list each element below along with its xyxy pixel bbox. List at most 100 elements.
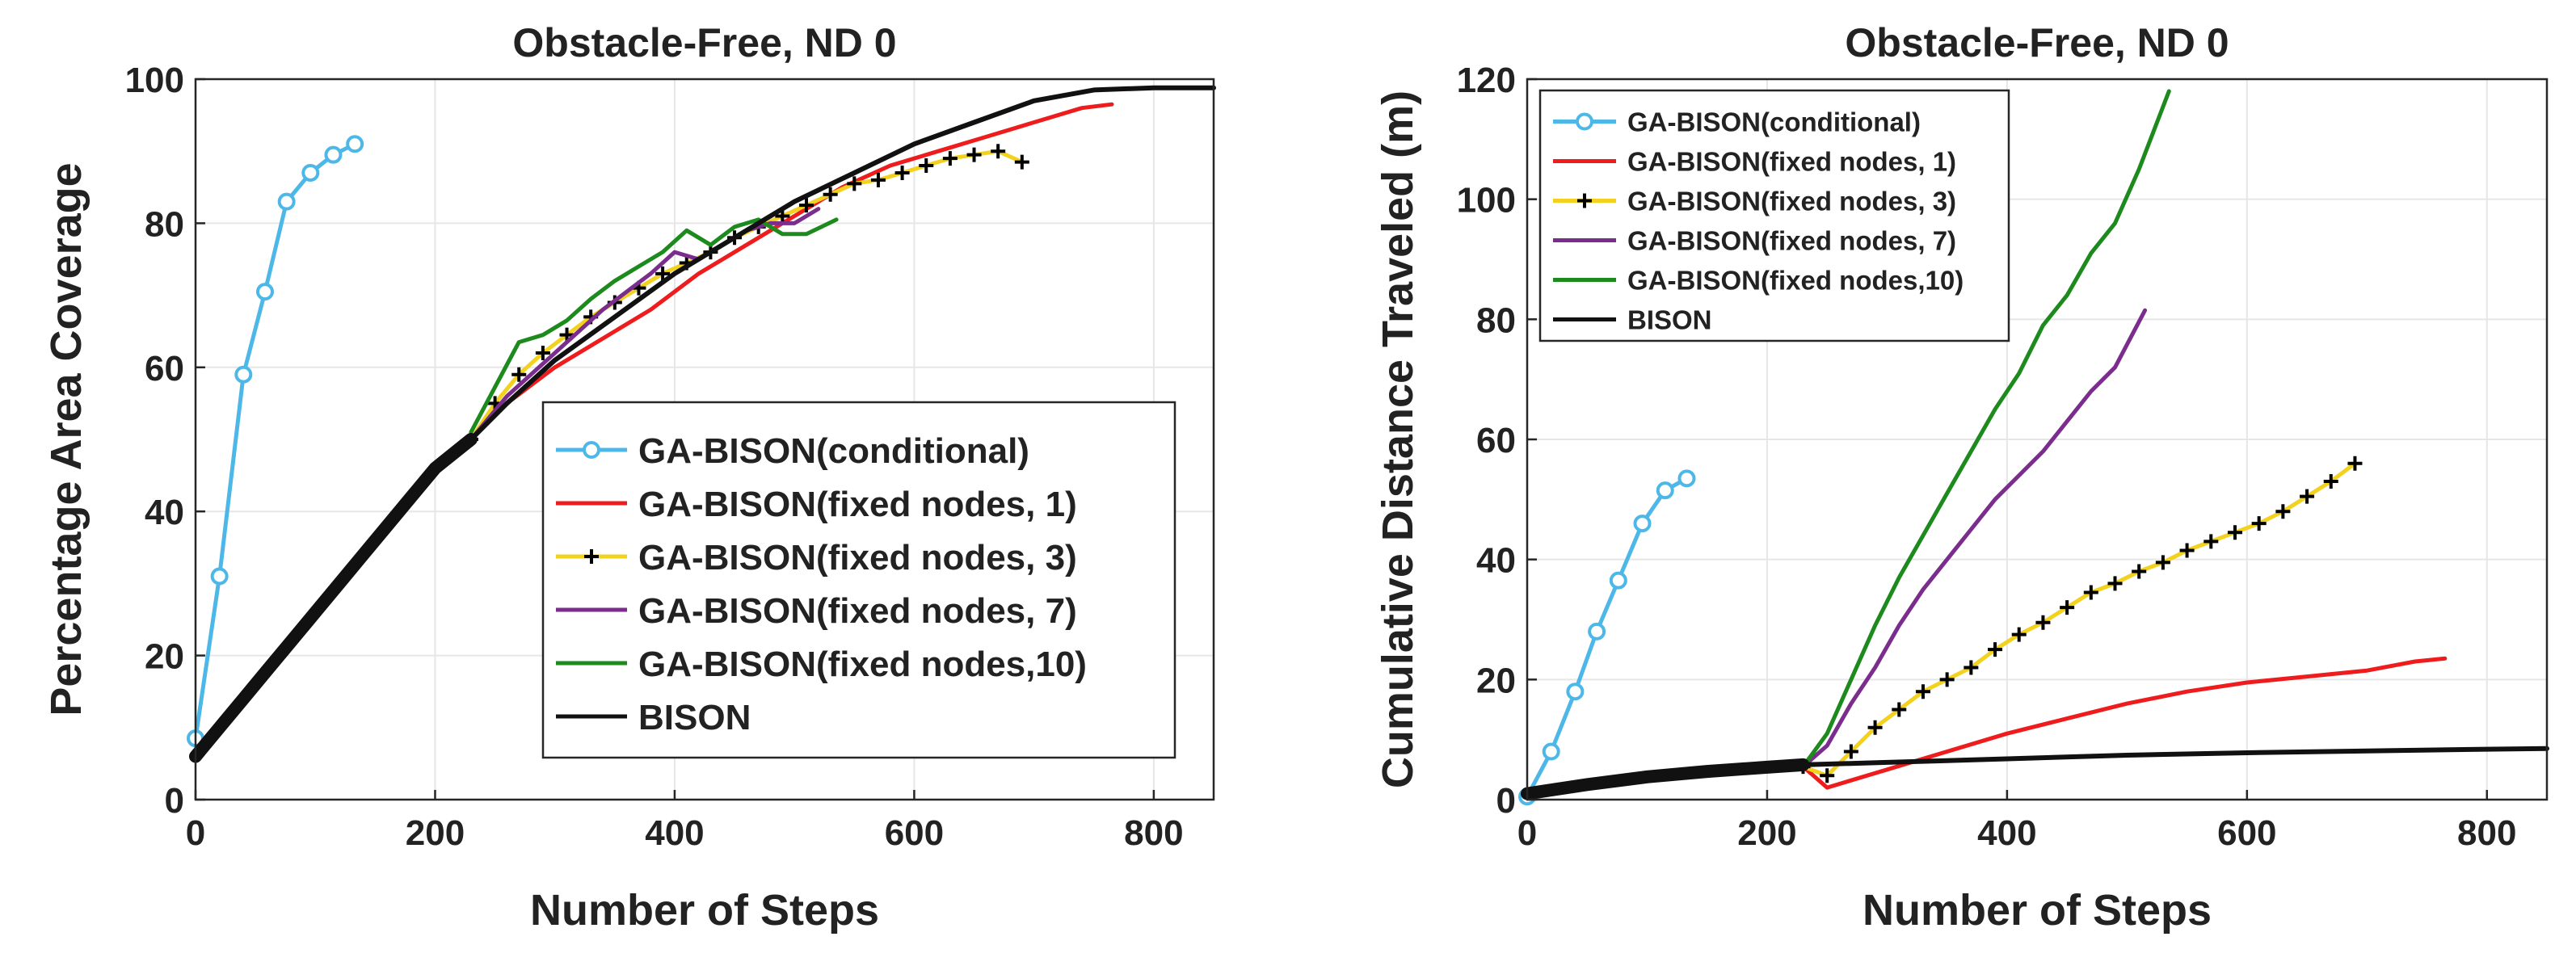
series-2 (1795, 456, 2363, 783)
legend-marker (1577, 193, 1592, 208)
data-point (2323, 474, 2338, 489)
y-tick-label: 60 (145, 349, 184, 388)
chart-title: Obstacle-Free, ND 0 (1845, 20, 2229, 65)
y-tick-label: 20 (1476, 661, 1516, 700)
legend-entry: GA-BISON(fixed nodes, 3) (556, 538, 1077, 578)
data-point (870, 172, 886, 187)
data-point (1867, 720, 1883, 735)
data-point (210, 567, 229, 586)
series-5 (1521, 746, 2549, 800)
data-point (234, 365, 253, 384)
data-point (1633, 514, 1652, 533)
series-0 (1518, 469, 1696, 806)
chart-title: Obstacle-Free, ND 0 (512, 20, 896, 65)
x-tick-label: 400 (1977, 813, 2036, 853)
y-axis-label: Percentage Area Coverage (42, 162, 90, 716)
distance-chart: 0 200 400 600 800 0 20 40 60 80 100 120 Obstacle-Fre… (1374, 20, 2549, 934)
y-tick-label: 60 (1476, 421, 1516, 460)
y-tick-label: 40 (145, 493, 184, 532)
data-point (894, 165, 910, 180)
legend-label: GA-BISON(fixed nodes, 7) (638, 591, 1077, 631)
data-point (1820, 768, 1835, 783)
data-point (511, 367, 527, 382)
series-line (1801, 461, 2357, 778)
legend-entry: GA-BISON(fixed nodes, 7) (556, 591, 1077, 631)
legend-label: GA-BISON(fixed nodes, 1) (638, 485, 1077, 524)
y-tick-label: 100 (1457, 181, 1516, 220)
x-tick-label: 600 (885, 813, 944, 853)
legend-entry: GA-BISON(fixed nodes, 1) (556, 485, 1077, 524)
data-point (346, 135, 364, 153)
legend-label: GA-BISON(fixed nodes, 1) (1627, 146, 1956, 176)
data-point (324, 145, 343, 164)
x-tick-label: 0 (1517, 813, 1537, 853)
data-point (655, 266, 671, 281)
series-line (193, 141, 357, 741)
y-tick-label: 40 (1476, 541, 1516, 581)
legend-label: GA-BISON(fixed nodes, 7) (1627, 225, 1956, 255)
data-point (301, 163, 320, 182)
legend-box (541, 401, 1176, 759)
data-point (2275, 504, 2291, 519)
legend-entry: BISON (1553, 304, 1712, 334)
series-line (1801, 308, 2148, 769)
data-point (847, 176, 862, 191)
x-tick-label: 200 (1737, 813, 1796, 853)
data-point (1588, 622, 1606, 640)
series-line-dense (189, 433, 478, 763)
x-axis-label: Number of Steps (530, 886, 879, 934)
data-point (1542, 742, 1560, 761)
x-tick-label: 400 (645, 813, 704, 853)
y-tick-label: 20 (145, 637, 184, 677)
legend-entry: GA-BISON(conditional) (1553, 107, 1921, 136)
data-point (2179, 543, 2195, 558)
legend-marker (584, 549, 599, 564)
series-line (469, 102, 1114, 442)
y-tick-label: 0 (165, 781, 184, 821)
legend: GA-BISON(conditional) GA-BISON(fixed node… (1538, 89, 2010, 342)
data-point (942, 151, 958, 166)
data-point (1892, 702, 1907, 717)
data-point (255, 283, 274, 301)
data-point (2203, 534, 2219, 549)
legend-entry: GA-BISON(fixed nodes, 3) (1553, 186, 1956, 216)
data-point (1964, 660, 1979, 675)
series-5 (189, 85, 1216, 763)
data-point (1014, 154, 1029, 170)
data-point (823, 187, 838, 202)
legend-marker (583, 441, 600, 459)
series-line (469, 149, 1025, 442)
data-point (1915, 684, 1930, 699)
data-point (2251, 516, 2267, 531)
series-line-dense (1521, 758, 1810, 800)
legend-label: GA-BISON(conditional) (638, 431, 1029, 471)
data-point (919, 158, 934, 174)
x-tick-label: 800 (1124, 813, 1183, 853)
series-line (1801, 89, 2171, 769)
data-point (1939, 672, 1955, 687)
y-tick-label: 0 (1496, 781, 1516, 821)
data-point (1843, 744, 1858, 759)
series-1 (1801, 656, 2448, 790)
data-point (2011, 627, 2027, 642)
legend-label: GA-BISON(fixed nodes, 3) (638, 538, 1077, 578)
legend-entry: GA-BISON(fixed nodes, 1) (1553, 146, 1956, 176)
legend: GA-BISON(conditional) GA-BISON(fixed node… (541, 401, 1176, 759)
data-point (277, 192, 296, 211)
series-line (469, 207, 821, 442)
data-point (991, 144, 1006, 159)
legend-entry: GA-BISON(fixed nodes,10) (1553, 265, 1964, 295)
data-point (535, 345, 550, 360)
data-point (1609, 571, 1627, 590)
data-point (2035, 615, 2051, 630)
y-tick-label: 80 (1476, 300, 1516, 340)
data-point (2347, 456, 2363, 471)
series-line (1801, 656, 2448, 790)
legend-entry: GA-BISON(fixed nodes, 7) (1553, 225, 1956, 255)
series-4 (1801, 89, 2171, 769)
y-tick-label: 80 (145, 204, 184, 244)
data-point (2300, 489, 2315, 504)
data-point (2107, 576, 2123, 591)
data-point (2227, 525, 2242, 540)
